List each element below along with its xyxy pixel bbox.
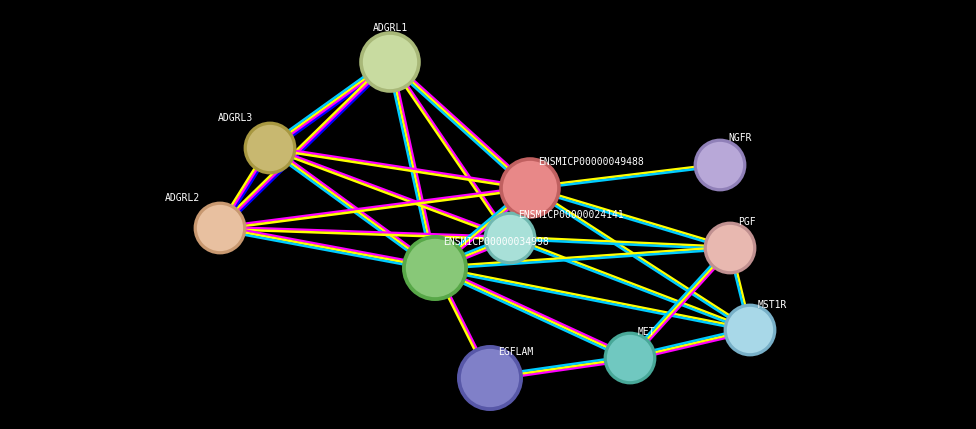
Ellipse shape — [405, 238, 465, 298]
Ellipse shape — [359, 31, 421, 93]
Text: ADGRL3: ADGRL3 — [218, 113, 253, 123]
Ellipse shape — [460, 348, 520, 408]
Ellipse shape — [402, 235, 468, 301]
Text: ENSMICP00000049488: ENSMICP00000049488 — [538, 157, 644, 167]
Ellipse shape — [502, 160, 558, 216]
Ellipse shape — [694, 139, 747, 191]
Ellipse shape — [457, 345, 523, 411]
Text: PGF: PGF — [738, 217, 755, 227]
Ellipse shape — [244, 121, 297, 175]
Ellipse shape — [246, 124, 294, 172]
Text: MST1R: MST1R — [758, 300, 788, 310]
Ellipse shape — [704, 222, 756, 275]
Text: MET: MET — [638, 327, 656, 337]
Ellipse shape — [726, 306, 774, 354]
Ellipse shape — [723, 304, 776, 356]
Ellipse shape — [499, 157, 561, 219]
Ellipse shape — [362, 34, 418, 90]
Text: ADGRL1: ADGRL1 — [373, 23, 408, 33]
Text: ENSMICP00000034998: ENSMICP00000034998 — [443, 237, 549, 247]
Ellipse shape — [196, 204, 244, 252]
Text: ENSMICP00000024141: ENSMICP00000024141 — [518, 210, 624, 220]
Ellipse shape — [486, 214, 534, 262]
Ellipse shape — [193, 202, 246, 254]
Ellipse shape — [603, 332, 657, 384]
Text: EGFLAM: EGFLAM — [498, 347, 533, 357]
Ellipse shape — [696, 141, 744, 189]
Text: NGFR: NGFR — [728, 133, 752, 143]
Ellipse shape — [606, 334, 654, 382]
Text: ADGRL2: ADGRL2 — [165, 193, 200, 203]
Ellipse shape — [706, 224, 754, 272]
Ellipse shape — [483, 211, 537, 264]
